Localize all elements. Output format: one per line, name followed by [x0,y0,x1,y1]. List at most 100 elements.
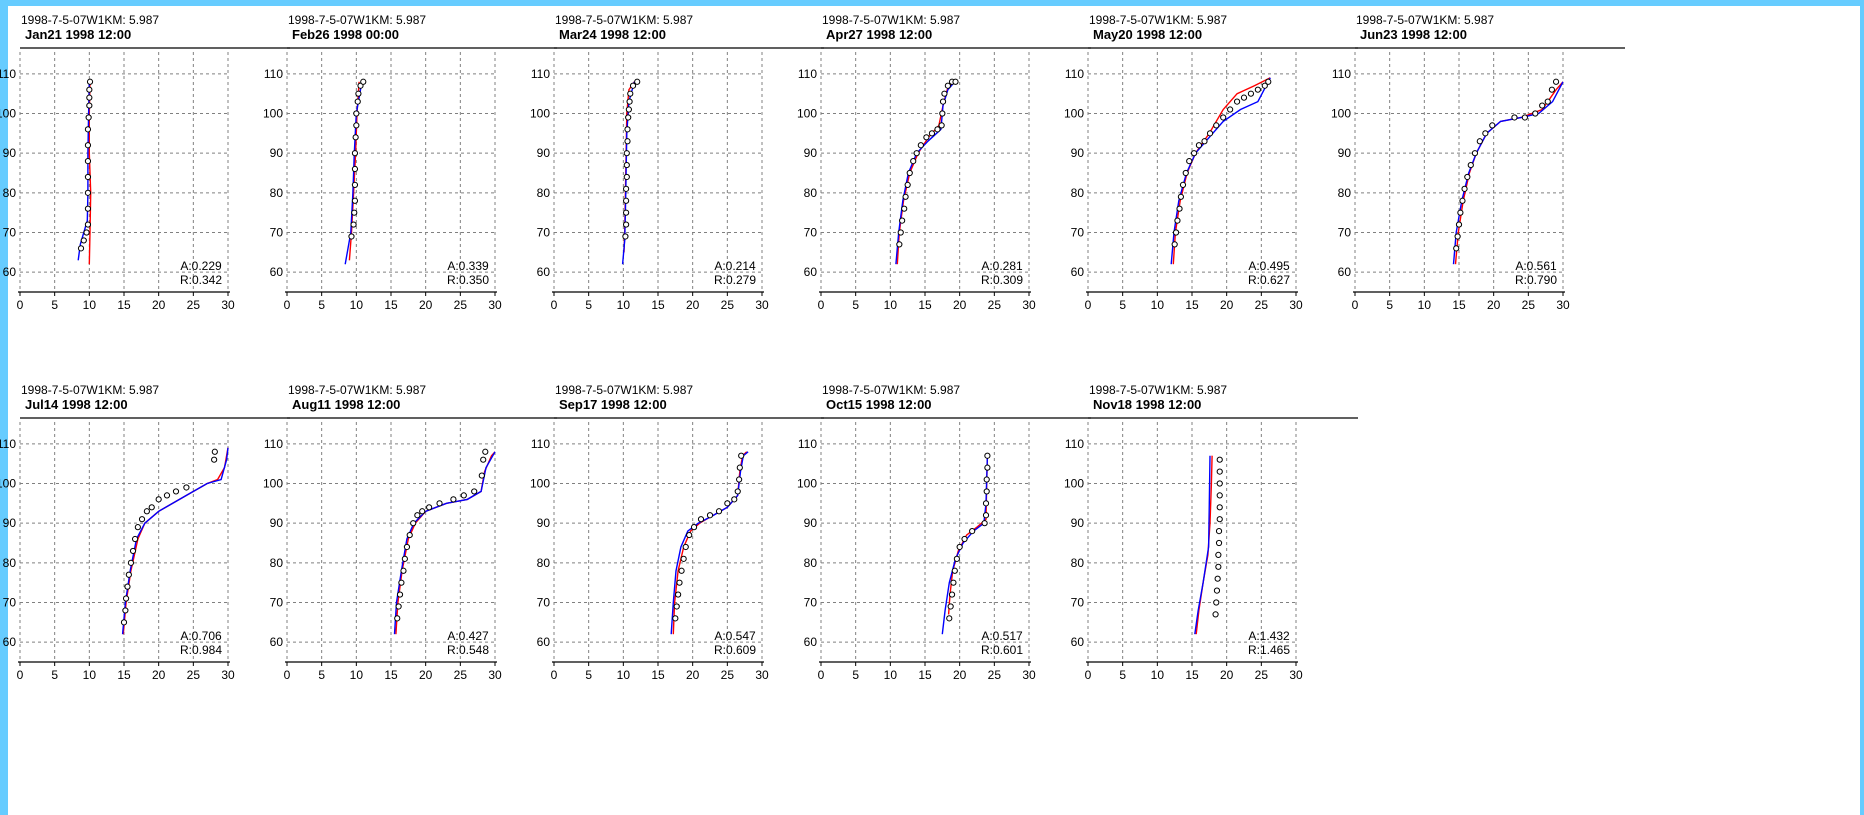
chart-title: Aug11 1998 12:00 [292,397,400,412]
observed-point [626,98,633,105]
model-line-red [88,81,92,265]
observed-point [706,512,714,519]
x-tick-label: 10 [617,298,631,312]
y-tick-label: 80 [270,186,284,200]
x-tick-label: 25 [721,298,735,312]
site-label: 1998-7-5-07W1KM: 5.987 [21,13,159,27]
observed-point [1215,551,1222,559]
observed-point [124,583,131,590]
y-tick-label: 80 [1338,186,1352,200]
site-label: 1998-7-5-07W1KM: 5.987 [288,383,426,397]
stat-a: A:0.495 [1248,259,1290,273]
y-tick-label: 70 [1071,596,1085,610]
x-tick-label: 10 [350,298,364,312]
chart-title: Apr27 1998 12:00 [826,27,932,42]
observed-point [938,122,945,129]
observed-point [148,504,155,511]
observed-point [675,591,682,598]
observed-point [86,94,93,101]
observed-point [134,524,141,531]
observed-point [1240,94,1248,101]
x-tick-label: 15 [384,298,398,312]
stat-r: R:0.790 [1515,273,1557,287]
observed-point [906,169,913,177]
x-tick-label: 30 [755,298,769,312]
observed-point [623,185,630,192]
x-tick-label: 10 [1151,668,1165,682]
chart-title: Jan21 1998 12:00 [25,27,131,42]
site-label: 1998-7-5-07W1KM: 5.987 [822,13,960,27]
y-tick-label: 110 [1332,67,1351,81]
model-line-red [1454,81,1564,265]
x-tick-label: 30 [1022,298,1036,312]
y-tick-label: 70 [3,226,17,240]
x-tick-label: 5 [1119,298,1126,312]
observed-point [86,86,93,93]
observed-point [697,516,705,523]
x-tick-label: 0 [17,668,24,682]
y-tick-label: 90 [270,516,284,530]
observed-point [172,488,180,495]
chart-title: Jun23 1998 12:00 [1360,27,1467,42]
observed-point [690,524,698,531]
observed-point [1457,209,1464,216]
observed-point [406,531,413,539]
observed-point [138,516,146,523]
observed-point [1521,114,1528,121]
observed-point [143,508,150,515]
observed-point [211,448,218,455]
observed-point [928,130,936,137]
y-tick-label: 90 [804,516,818,530]
x-tick-label: 25 [454,298,468,312]
observed-point [939,110,946,117]
x-tick-label: 25 [988,298,1002,312]
observed-point [482,448,489,455]
observed-point [163,492,171,499]
observed-point [676,579,683,586]
y-tick-label: 70 [804,226,818,240]
x-tick-label: 30 [1289,668,1303,682]
x-tick-label: 20 [686,668,700,682]
x-tick-label: 20 [419,298,433,312]
y-tick-label: 60 [1338,265,1352,279]
observed-point [400,567,407,574]
observed-point [897,229,904,236]
observed-point [120,619,128,626]
observed-point [85,114,92,121]
observed-point [624,126,631,133]
model-line-blue [1170,77,1271,265]
observed-point [947,603,954,610]
observed-point [1247,90,1255,97]
y-tick-label: 100 [530,477,550,491]
y-tick-label: 60 [804,635,818,649]
observed-point [1455,221,1463,228]
y-tick-label: 60 [537,635,551,649]
observed-point [736,464,743,471]
observed-point [956,543,963,551]
x-tick-label: 0 [1085,668,1092,682]
observed-point [84,126,92,133]
observed-point [122,607,129,614]
observed-point [1174,217,1181,224]
y-tick-label: 100 [530,107,550,121]
chart-title: Sep17 1998 12:00 [559,397,667,412]
observed-point [131,535,139,543]
observed-point [84,173,92,181]
model-line-red [672,451,748,635]
observed-point [86,102,93,109]
observed-point [981,520,988,527]
observed-point [471,488,478,495]
observed-point [969,528,976,535]
observed-point [1216,504,1223,511]
observed-point [478,472,485,479]
x-tick-label: 5 [585,668,592,682]
x-tick-label: 20 [953,668,967,682]
y-tick-label: 80 [804,556,818,570]
x-tick-label: 25 [187,298,201,312]
observed-point [351,165,359,173]
y-tick-label: 90 [3,146,17,160]
observed-point [917,142,924,149]
observed-point [436,500,443,507]
